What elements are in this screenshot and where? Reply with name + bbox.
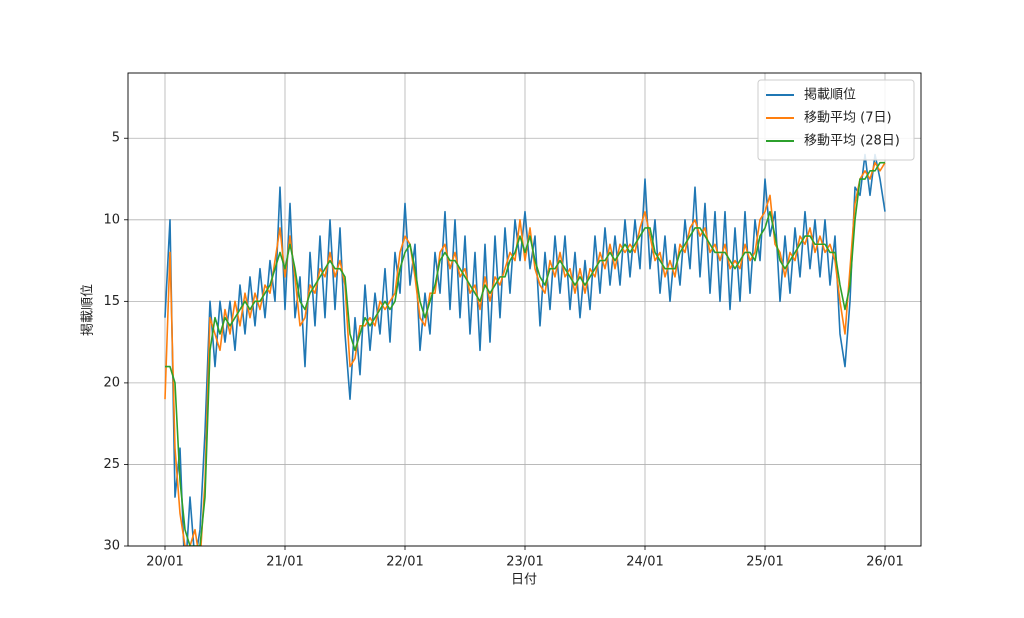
legend-label: 移動平均 (7日) bbox=[804, 111, 892, 126]
series-line bbox=[165, 161, 885, 546]
series-line bbox=[164, 153, 886, 546]
x-axis-label: 日付 bbox=[511, 573, 537, 588]
x-tick-label: 20/01 bbox=[146, 555, 183, 570]
x-tick-label: 22/01 bbox=[386, 555, 423, 570]
x-tick-label: 24/01 bbox=[626, 555, 663, 570]
y-tick-label: 20 bbox=[103, 375, 120, 390]
legend-label: 移動平均 (28日) bbox=[804, 134, 900, 149]
y-tick-label: 15 bbox=[103, 294, 120, 309]
y-tick-label: 30 bbox=[103, 539, 120, 554]
plot-frame bbox=[127, 72, 922, 547]
legend-box bbox=[757, 79, 915, 161]
legend-label: 掲載順位 bbox=[804, 87, 856, 103]
x-tick-label: 21/01 bbox=[266, 555, 303, 570]
y-tick-label: 5 bbox=[112, 131, 120, 146]
series-line bbox=[164, 161, 886, 546]
y-tick-label: 25 bbox=[103, 457, 120, 472]
x-tick-label: 25/01 bbox=[746, 555, 783, 570]
y-tick-label: 10 bbox=[103, 212, 120, 227]
x-tick-label: 23/01 bbox=[506, 555, 543, 570]
x-tick-label: 26/01 bbox=[866, 555, 903, 570]
y-axis-label: 掲載順位 bbox=[80, 284, 96, 336]
